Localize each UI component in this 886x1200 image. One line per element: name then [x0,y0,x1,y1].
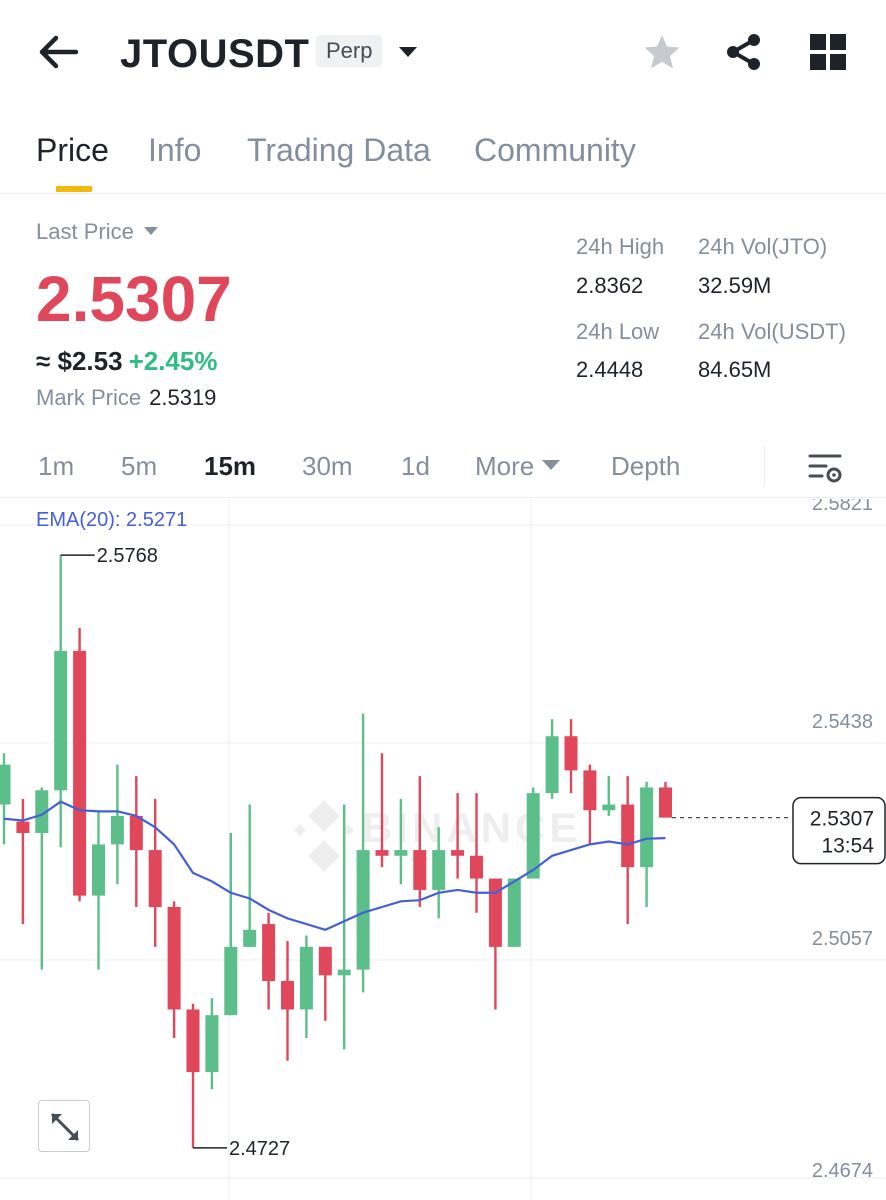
candle [262,912,276,1010]
candle [488,878,502,1010]
interval-30m[interactable]: 30m [302,451,353,481]
grid-menu-icon[interactable] [808,32,848,72]
watermark-text: BINANCE [362,804,581,851]
candle [659,781,672,818]
top-bar: JTOUSDT Perp [0,0,886,105]
back-arrow-icon[interactable] [36,30,80,74]
fiat-price: ≈ $2.53 [36,346,123,376]
high-marker-label: 2.5768 [97,545,158,567]
active-tab-indicator [56,186,92,192]
divider [764,446,765,486]
fiat-price-row: ≈ $2.53 +2.45% [36,345,217,377]
interval-1m[interactable]: 1m [38,451,75,481]
chart-canvas[interactable]: 2.5821 2.5438 2.5057 2.4674 BINANCE 2.5768 2… [0,499,886,1200]
candle [148,798,162,947]
candle [16,798,30,925]
candle [281,941,294,1061]
candle [375,753,389,868]
mark-price-value: 2.5319 [149,385,217,410]
candle [110,764,124,885]
candle [35,787,49,970]
current-price-value: 2.5307 [810,808,874,831]
ema-line [3,800,666,931]
y-axis-tick: 2.5821 [812,499,873,515]
favorite-star-icon[interactable] [642,32,682,72]
symbol-title[interactable]: JTOUSDT [120,32,310,76]
interval-5m[interactable]: 5m [121,451,158,481]
candle [640,781,654,908]
caret-down-icon [542,460,561,471]
candlestick-chart[interactable]: 2.5821 2.5438 2.5057 2.4674 BINANCE 2.5768 2… [0,499,886,1200]
more-label: More [475,451,535,481]
candle [129,776,143,908]
high-24h-value: 2.8362 [576,273,644,298]
interval-bar: 1m 5m 15m 30m 1d More Depth [0,436,886,498]
candle [186,1003,200,1148]
low-24h-label: 24h Low [576,319,660,344]
tab-community[interactable]: Community [474,132,636,168]
chart-settings-icon[interactable] [806,448,844,486]
candle [507,878,521,947]
low-24h-value: 2.4448 [576,357,644,382]
candle [621,776,635,925]
candle [602,776,616,816]
price-change-percent: +2.45% [128,346,218,376]
high-24h-label: 24h High [576,234,665,259]
section-tabs: Price Info Trading Data Community [0,112,886,194]
caret-down-icon [143,227,158,236]
mark-price-row: Mark Price 2.5319 [36,384,216,412]
candle [73,628,87,902]
candle [451,793,465,879]
share-icon[interactable] [724,32,764,72]
tab-info[interactable]: Info [148,132,202,168]
vol-base-value: 32.59M [698,273,772,298]
candle [0,753,11,845]
tab-price[interactable]: Price [36,132,109,168]
candle [243,804,257,947]
candle [318,946,332,1021]
contract-type-badge: Perp [316,35,383,67]
mark-price-label: Mark Price [36,385,142,410]
candle [564,719,578,794]
candle [583,764,597,845]
candle [205,998,219,1090]
tab-trading-data[interactable]: Trading Data [247,132,431,168]
depth-tab[interactable]: Depth [611,451,681,481]
candle [167,901,181,1038]
symbol-dropdown-icon[interactable] [396,40,420,64]
candle [356,713,370,993]
candle [92,810,105,970]
last-price-label: Last Price [36,219,134,244]
y-axis-tick: 2.5057 [812,928,873,950]
binance-logo-watermark [294,800,354,872]
candle [394,798,408,885]
last-price-value: 2.5307 [36,263,232,335]
y-axis-tick: 2.4674 [812,1160,873,1182]
vol-base-label: 24h Vol(JTO) [698,234,828,259]
candle [526,787,540,879]
last-price-selector[interactable]: Last Price [36,218,158,246]
candle [545,719,559,799]
interval-15m[interactable]: 15m [204,451,257,481]
candle [224,832,238,1016]
interval-1d[interactable]: 1d [401,451,430,481]
candle [54,555,68,848]
ema-indicator-label: EMA(20): 2.5271 [36,509,188,531]
expand-icon [50,1112,80,1142]
candle [299,935,313,1038]
interval-more[interactable]: More [475,450,561,482]
expand-chart-button[interactable] [38,1100,90,1152]
candle-countdown: 13:54 [821,835,874,858]
candle [432,827,446,919]
low-marker-label: 2.4727 [229,1138,290,1160]
vol-quote-label: 24h Vol(USDT) [698,319,846,344]
candle [337,804,351,1050]
candle [413,776,427,908]
vol-quote-value: 84.65M [698,357,772,382]
current-price-tag: 2.5307 13:54 [792,796,886,865]
y-axis-tick: 2.5438 [812,711,873,733]
